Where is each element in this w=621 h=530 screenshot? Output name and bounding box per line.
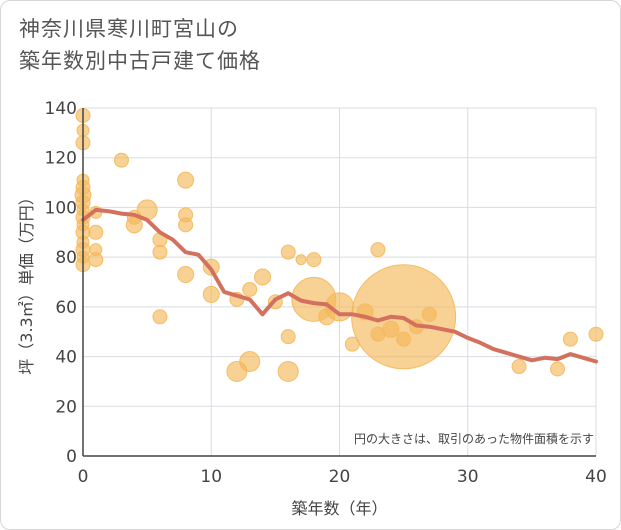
trend-layer <box>81 207 598 364</box>
data-point <box>88 252 104 268</box>
bubble-series <box>74 107 604 382</box>
data-point <box>239 351 261 373</box>
x-tick-label: 0 <box>78 467 89 487</box>
data-point <box>202 285 220 303</box>
axes <box>82 108 596 457</box>
chart-title: 神奈川県寒川町宮山の 築年数別中古戸建て価格 <box>19 13 261 77</box>
data-point <box>511 359 527 375</box>
chart-title-line-2: 築年数別中古戸建て価格 <box>19 49 261 73</box>
data-point <box>177 266 195 284</box>
data-point <box>254 268 272 286</box>
y-tick-label: 60 <box>55 298 77 318</box>
data-point <box>280 244 296 260</box>
data-point <box>306 252 322 268</box>
y-axis-label: 坪（3.3㎡）単価（万円） <box>17 189 36 374</box>
y-tick-label: 20 <box>55 397 77 417</box>
grid-lines <box>83 107 597 456</box>
data-point <box>421 306 437 322</box>
x-tick-label: 20 <box>329 467 351 487</box>
y-tick-label: 0 <box>66 447 77 467</box>
data-point <box>562 331 578 347</box>
data-point <box>396 331 412 347</box>
data-point <box>178 217 194 233</box>
y-tick-label: 40 <box>55 348 77 368</box>
data-point <box>242 281 258 297</box>
tick-labels: 0 20 40 60 80 100 120 140 0 10 20 30 40 <box>45 99 607 487</box>
y-tick-label: 120 <box>45 149 77 169</box>
data-point <box>277 360 299 382</box>
y-tick-label: 100 <box>45 198 77 218</box>
data-point <box>295 254 307 266</box>
data-point <box>177 171 195 189</box>
chart-title-line-1: 神奈川県寒川町宮山の <box>19 17 239 41</box>
data-point <box>588 326 604 342</box>
data-point <box>113 152 129 168</box>
data-point <box>280 329 296 345</box>
x-tick-label: 40 <box>585 467 607 487</box>
trend-line <box>81 207 598 364</box>
bubble-size-note: 円の大きさは、取引のあった物件面積を示す <box>354 431 594 446</box>
data-point <box>370 242 386 258</box>
x-axis-label: 築年数（年） <box>291 499 387 518</box>
data-point <box>88 224 104 240</box>
y-tick-label: 140 <box>45 99 77 119</box>
y-tick-label: 80 <box>55 248 77 268</box>
x-tick-label: 10 <box>200 467 222 487</box>
x-tick-label: 30 <box>457 467 479 487</box>
data-point <box>550 361 566 377</box>
data-point <box>152 309 168 325</box>
data-point <box>152 244 168 260</box>
